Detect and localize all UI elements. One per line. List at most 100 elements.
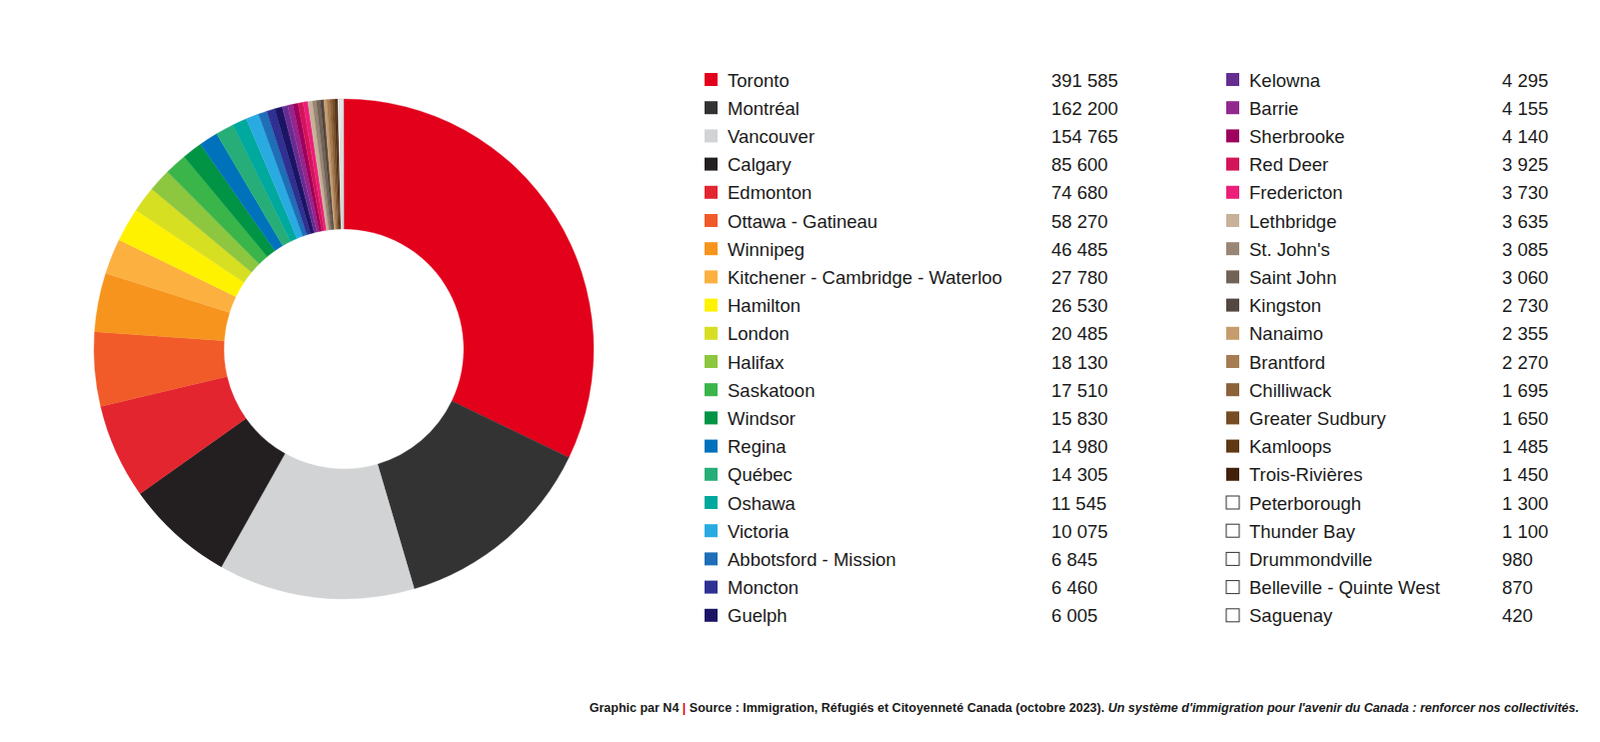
legend-value: 10 075 [1051, 520, 1109, 542]
legend-value: 18 130 [1051, 351, 1109, 373]
legend-label: Kingston [1249, 294, 1322, 316]
legend-value: 1 695 [1502, 379, 1549, 401]
legend-swatch [704, 523, 718, 537]
legend-swatch [1226, 551, 1240, 565]
legend-swatch [704, 128, 718, 142]
legend-swatch [704, 185, 718, 199]
legend-swatch [1226, 580, 1240, 594]
legend-value: 6 845 [1051, 548, 1098, 570]
legend-value: 1 100 [1502, 520, 1549, 542]
legend-swatch [1226, 439, 1240, 453]
legend-label: Edmonton [727, 181, 812, 203]
donut-slice [343, 98, 594, 457]
legend-swatch [704, 580, 718, 594]
donut [93, 98, 594, 599]
legend-label: Saint John [1249, 266, 1337, 288]
legend-label: Drummondville [1249, 548, 1373, 570]
legend-swatch [704, 439, 718, 453]
legend-swatch [1226, 467, 1240, 481]
legend-value: 6 005 [1051, 604, 1098, 626]
legend-label: Kelowna [1249, 69, 1322, 91]
legend-value: 3 730 [1502, 181, 1549, 203]
legend-label: Sherbrooke [1249, 125, 1346, 147]
legend-swatch [1226, 523, 1240, 537]
legend-swatch [1226, 298, 1240, 312]
legend-swatch [704, 354, 718, 368]
legend-value: 3 060 [1502, 266, 1549, 288]
legend-value: 391 585 [1051, 69, 1119, 91]
donut-slice [342, 98, 345, 229]
legend-value: 58 270 [1051, 210, 1109, 232]
legend-label: Hamilton [727, 294, 801, 316]
legend-value: 17 510 [1051, 379, 1109, 401]
legend-label: Saguenay [1249, 604, 1334, 626]
legend-label: Windsor [727, 407, 796, 429]
legend-value: 1 485 [1502, 435, 1549, 457]
legend-value: 154 765 [1051, 125, 1119, 147]
legend-label: Trois-Rivières [1249, 463, 1363, 485]
legend-value: 3 635 [1502, 210, 1549, 232]
legend-label: Calgary [727, 153, 792, 175]
legend-label: Montréal [727, 97, 800, 119]
footer-part: Graphic par N4 [589, 700, 680, 715]
legend-label: Nanaimo [1249, 322, 1324, 344]
legend-value: 4 140 [1502, 125, 1549, 147]
legend-swatch [1226, 608, 1240, 622]
legend-swatch [704, 410, 718, 424]
legend-label: Brantford [1249, 351, 1326, 373]
donut-slice [341, 98, 343, 229]
donut-slice [93, 331, 227, 407]
legend-value: 20 485 [1051, 322, 1109, 344]
legend-label: Fredericton [1249, 181, 1344, 203]
legend-value: 3 085 [1502, 238, 1549, 260]
legend-swatch [1226, 157, 1240, 171]
legend-value: 3 925 [1502, 153, 1549, 175]
legend-swatch [1226, 72, 1240, 86]
legend-label: Peterborough [1249, 492, 1362, 514]
legend-swatch [704, 269, 718, 283]
legend-swatch [1226, 185, 1240, 199]
legend-value: 26 530 [1051, 294, 1109, 316]
legend-label: Guelph [727, 604, 788, 626]
legend-label: Moncton [727, 576, 799, 598]
legend-label: Lethbridge [1249, 210, 1337, 232]
legend-label: Kitchener - Cambridge - Waterloo [727, 266, 1003, 288]
legend: Toronto391 585Montréal162 200Vancouver15… [704, 69, 1549, 627]
legend-value: 162 200 [1051, 97, 1119, 119]
legend-value: 1 450 [1502, 463, 1549, 485]
footer-part: Un système d'immigration pour l'avenir d… [1104, 700, 1580, 715]
legend-swatch [1226, 128, 1240, 142]
legend-value: 4 155 [1502, 97, 1549, 119]
legend-value: 15 830 [1051, 407, 1109, 429]
legend-value: 2 730 [1502, 294, 1549, 316]
legend-swatch [704, 382, 718, 396]
legend-label: Toronto [727, 69, 790, 91]
legend-label: Halifax [727, 351, 785, 373]
legend-swatch [1226, 410, 1240, 424]
legend-swatch [704, 495, 718, 509]
legend-label: Kamloops [1249, 435, 1332, 457]
footer: Graphic par N4 | Source : Immigration, R… [589, 700, 1580, 715]
legend-value: 46 485 [1051, 238, 1109, 260]
legend-swatch [1226, 382, 1240, 396]
legend-swatch [1226, 495, 1240, 509]
legend-label: St. John's [1249, 238, 1331, 260]
donut-slice [340, 98, 343, 229]
legend-value: 870 [1502, 576, 1534, 598]
legend-swatch [704, 100, 718, 114]
legend-label: Ottawa - Gatineau [727, 210, 878, 232]
legend-label: Greater Sudbury [1249, 407, 1388, 429]
donut-slice [377, 400, 569, 589]
legend-label: Winnipeg [727, 238, 805, 260]
legend-label: Barrie [1249, 97, 1299, 119]
legend-value: 85 600 [1051, 153, 1109, 175]
legend-swatch [704, 608, 718, 622]
footer-part: | [678, 700, 686, 715]
legend-swatch [704, 213, 718, 227]
legend-value: 4 295 [1502, 69, 1549, 91]
legend-label: Thunder Bay [1249, 520, 1357, 542]
legend-label: Chilliwack [1249, 379, 1333, 401]
legend-value: 2 270 [1502, 351, 1549, 373]
legend-value: 2 355 [1502, 322, 1549, 344]
legend-swatch [1226, 100, 1240, 114]
